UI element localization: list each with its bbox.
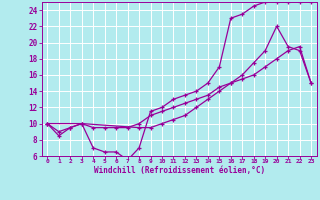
X-axis label: Windchill (Refroidissement éolien,°C): Windchill (Refroidissement éolien,°C) [94,166,265,175]
